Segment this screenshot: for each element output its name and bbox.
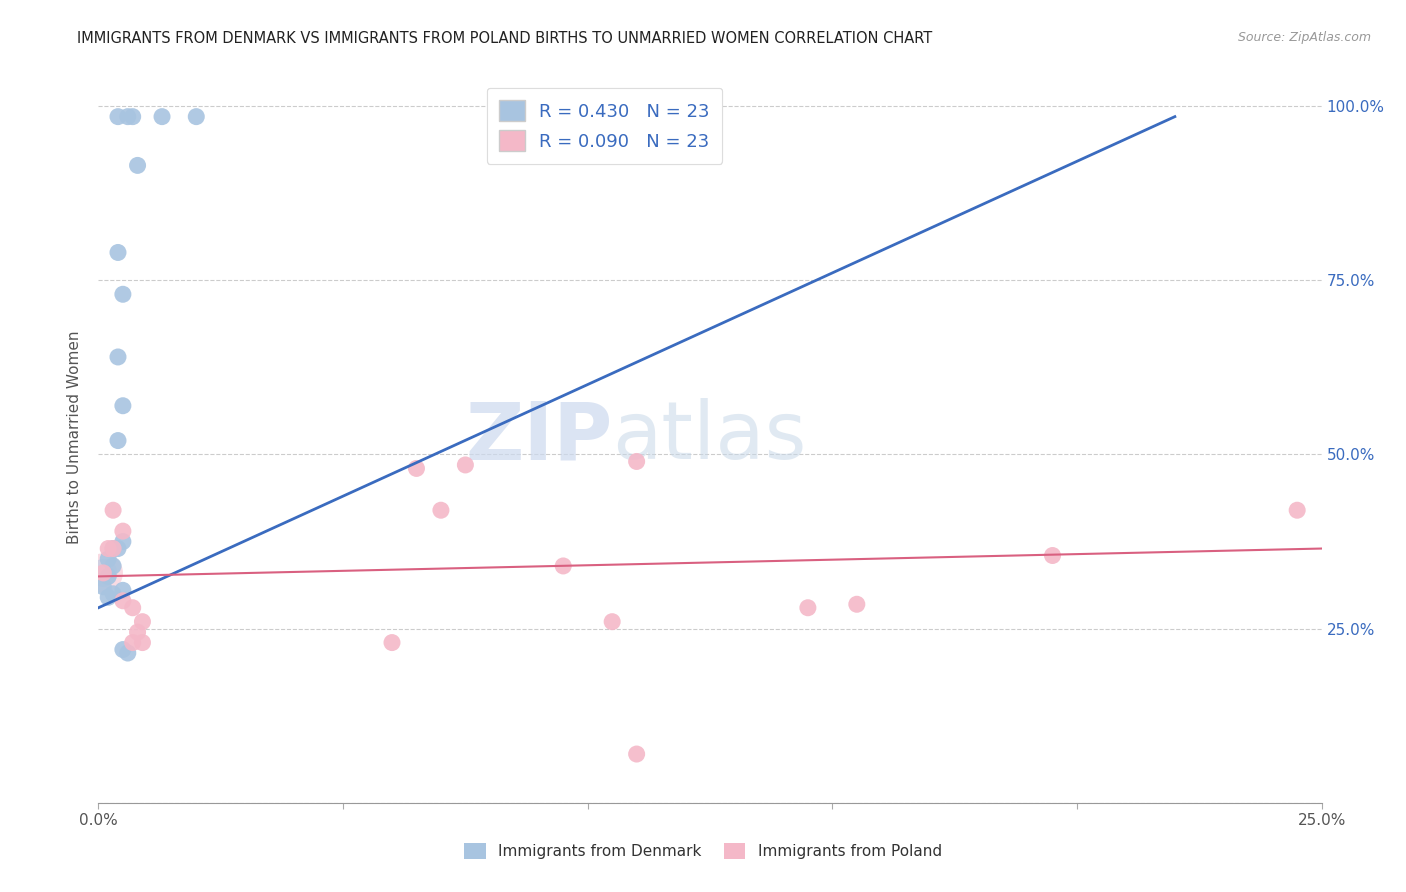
Point	[101, 558, 124, 573]
Point	[797, 600, 820, 615]
Point	[117, 646, 139, 660]
Y-axis label: Births to Unmarried Women: Births to Unmarried Women	[67, 330, 83, 544]
Point	[150, 110, 173, 124]
Point	[111, 534, 134, 549]
Text: Source: ZipAtlas.com: Source: ZipAtlas.com	[1237, 31, 1371, 45]
Point	[111, 583, 134, 598]
Point	[121, 600, 143, 615]
Point	[626, 454, 648, 468]
Point	[101, 503, 124, 517]
Point	[626, 747, 648, 761]
Point	[121, 110, 143, 124]
Point	[97, 591, 120, 605]
Point	[107, 245, 129, 260]
Point	[405, 461, 427, 475]
Point	[97, 541, 120, 556]
Point	[131, 615, 153, 629]
Point	[91, 566, 114, 580]
Point	[101, 587, 124, 601]
Text: atlas: atlas	[612, 398, 807, 476]
Text: ZIP: ZIP	[465, 398, 612, 476]
Point	[845, 597, 868, 611]
Point	[101, 541, 124, 556]
Point	[454, 458, 477, 472]
Point	[186, 110, 208, 124]
Point	[127, 158, 149, 172]
Point	[107, 541, 129, 556]
Point	[430, 503, 453, 517]
Point	[131, 635, 153, 649]
Point	[127, 625, 149, 640]
Point	[91, 580, 114, 594]
Point	[111, 399, 134, 413]
Point	[121, 635, 143, 649]
Text: IMMIGRANTS FROM DENMARK VS IMMIGRANTS FROM POLAND BIRTHS TO UNMARRIED WOMEN CORR: IMMIGRANTS FROM DENMARK VS IMMIGRANTS FR…	[77, 31, 932, 46]
Point	[91, 566, 114, 580]
Point	[553, 558, 575, 573]
Legend: R = 0.430   N = 23, R = 0.090   N = 23: R = 0.430 N = 23, R = 0.090 N = 23	[486, 87, 723, 164]
Point	[117, 110, 139, 124]
Point	[107, 110, 129, 124]
Point	[91, 566, 114, 580]
Point	[107, 350, 129, 364]
Legend: Immigrants from Denmark, Immigrants from Poland: Immigrants from Denmark, Immigrants from…	[457, 835, 949, 866]
Point	[107, 434, 129, 448]
Point	[101, 541, 124, 556]
Point	[600, 615, 623, 629]
Point	[97, 569, 120, 583]
Point	[111, 594, 134, 608]
Point	[1286, 503, 1309, 517]
Point	[97, 552, 120, 566]
Point	[111, 524, 134, 538]
Point	[1042, 549, 1064, 563]
Point	[381, 635, 404, 649]
Point	[111, 642, 134, 657]
Point	[111, 287, 134, 301]
